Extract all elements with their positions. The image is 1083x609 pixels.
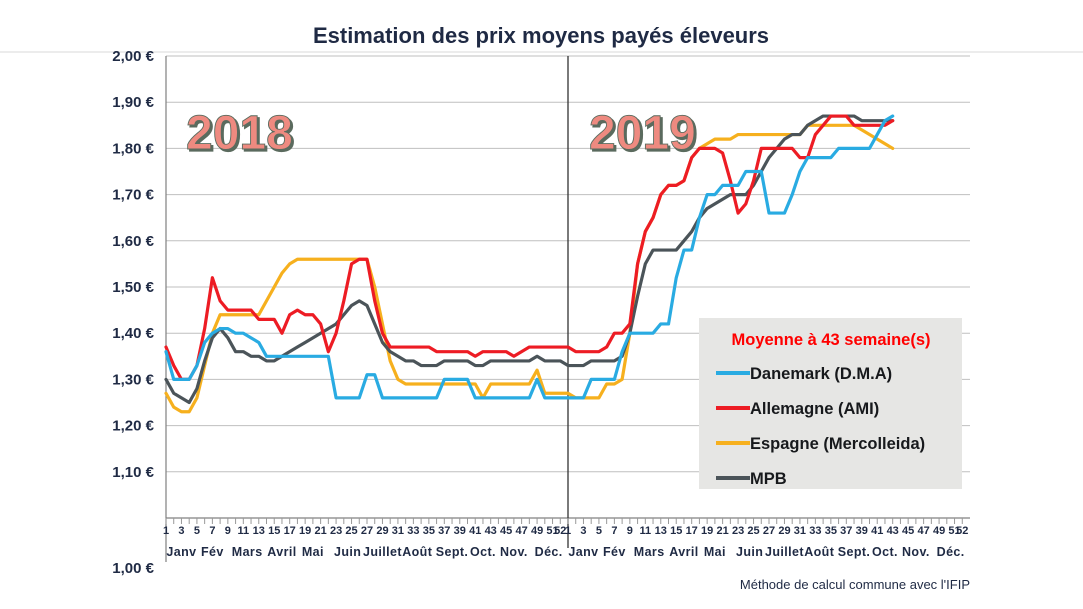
svg-text:27: 27 [763, 525, 775, 537]
svg-text:Juin: Juin [334, 545, 361, 559]
svg-text:Mars: Mars [634, 545, 665, 559]
svg-text:Fév: Fév [201, 545, 224, 559]
svg-text:1,80 €: 1,80 € [112, 140, 154, 157]
svg-text:1,00 €: 1,00 € [112, 560, 154, 577]
svg-text:7: 7 [611, 525, 617, 537]
svg-text:Sept.: Sept. [838, 545, 871, 559]
svg-text:Estimation des prix moyens pay: Estimation des prix moyens payés éleveur… [313, 23, 769, 48]
svg-text:1,90 €: 1,90 € [112, 94, 154, 111]
svg-text:9: 9 [627, 525, 633, 537]
svg-text:Janv: Janv [568, 545, 598, 559]
svg-text:43: 43 [887, 525, 899, 537]
svg-text:29: 29 [376, 525, 388, 537]
svg-text:27: 27 [361, 525, 373, 537]
svg-text:1,70 €: 1,70 € [112, 187, 154, 204]
svg-text:Méthode de calcul commune avec: Méthode de calcul commune avec l'IFIP [740, 577, 970, 592]
svg-text:25: 25 [747, 525, 759, 537]
svg-text:33: 33 [407, 525, 419, 537]
svg-text:29: 29 [778, 525, 790, 537]
svg-text:5: 5 [194, 525, 200, 537]
svg-text:45: 45 [500, 525, 512, 537]
svg-text:47: 47 [515, 525, 527, 537]
svg-text:Août: Août [804, 545, 834, 559]
svg-text:15: 15 [670, 525, 682, 537]
svg-text:Déc.: Déc. [535, 545, 563, 559]
svg-text:Mai: Mai [704, 545, 726, 559]
svg-text:37: 37 [840, 525, 852, 537]
svg-text:3: 3 [178, 525, 184, 537]
svg-text:Juillet: Juillet [363, 545, 402, 559]
svg-text:19: 19 [701, 525, 713, 537]
svg-text:Juin: Juin [736, 545, 763, 559]
svg-text:11: 11 [237, 525, 249, 537]
svg-text:2,00 €: 2,00 € [112, 48, 154, 65]
svg-text:7: 7 [209, 525, 215, 537]
svg-text:Oct.: Oct. [872, 545, 898, 559]
svg-text:Déc.: Déc. [937, 545, 965, 559]
svg-text:45: 45 [902, 525, 914, 537]
svg-text:15: 15 [268, 525, 280, 537]
svg-text:49: 49 [531, 525, 543, 537]
svg-text:33: 33 [809, 525, 821, 537]
svg-text:Juillet: Juillet [765, 545, 804, 559]
svg-text:Mars: Mars [232, 545, 263, 559]
svg-text:Sept.: Sept. [436, 545, 469, 559]
svg-text:Nov.: Nov. [500, 545, 528, 559]
svg-text:Août: Août [402, 545, 432, 559]
svg-text:1,20 €: 1,20 € [112, 418, 154, 435]
svg-text:Nov.: Nov. [902, 545, 930, 559]
svg-text:3: 3 [580, 525, 586, 537]
svg-text:Espagne (Mercolleida): Espagne (Mercolleida) [750, 435, 925, 453]
svg-text:1,60 €: 1,60 € [112, 233, 154, 250]
svg-text:37: 37 [438, 525, 450, 537]
svg-text:19: 19 [299, 525, 311, 537]
svg-text:17: 17 [686, 525, 698, 537]
svg-text:9: 9 [225, 525, 231, 537]
svg-text:21: 21 [716, 525, 728, 537]
svg-text:2018: 2018 [186, 107, 293, 160]
svg-text:1,10 €: 1,10 € [112, 464, 154, 481]
svg-text:13: 13 [655, 525, 667, 537]
svg-text:17: 17 [284, 525, 296, 537]
svg-text:31: 31 [794, 525, 806, 537]
svg-text:MPB: MPB [750, 470, 787, 488]
svg-text:Avril: Avril [669, 545, 698, 559]
svg-text:Oct.: Oct. [470, 545, 496, 559]
svg-text:1,40 €: 1,40 € [112, 325, 154, 342]
svg-text:Mai: Mai [302, 545, 324, 559]
svg-text:2019: 2019 [589, 107, 696, 160]
svg-text:Danemark (D.M.A): Danemark (D.M.A) [750, 365, 892, 383]
svg-text:1,50 €: 1,50 € [112, 279, 154, 296]
svg-text:21: 21 [314, 525, 326, 537]
svg-text:Fév: Fév [603, 545, 626, 559]
svg-text:41: 41 [469, 525, 481, 537]
svg-text:11: 11 [639, 525, 651, 537]
svg-text:1: 1 [163, 525, 169, 537]
svg-text:52: 52 [956, 525, 968, 537]
svg-text:39: 39 [454, 525, 466, 537]
svg-text:5: 5 [596, 525, 602, 537]
svg-text:Allemagne (AMI): Allemagne (AMI) [750, 400, 879, 418]
svg-text:1,30 €: 1,30 € [112, 371, 154, 388]
svg-text:35: 35 [423, 525, 435, 537]
svg-text:41: 41 [871, 525, 883, 537]
svg-text:13: 13 [253, 525, 265, 537]
svg-text:23: 23 [732, 525, 744, 537]
svg-text:Moyenne à 43 semaine(s): Moyenne à 43 semaine(s) [732, 331, 931, 349]
svg-text:23: 23 [330, 525, 342, 537]
svg-text:49: 49 [933, 525, 945, 537]
svg-text:47: 47 [917, 525, 929, 537]
svg-text:39: 39 [856, 525, 868, 537]
svg-text:43: 43 [485, 525, 497, 537]
svg-text:31: 31 [392, 525, 404, 537]
svg-text:35: 35 [825, 525, 837, 537]
svg-text:25: 25 [345, 525, 357, 537]
svg-text:Avril: Avril [267, 545, 296, 559]
svg-text:Janv: Janv [166, 545, 196, 559]
svg-text:1: 1 [565, 525, 571, 537]
